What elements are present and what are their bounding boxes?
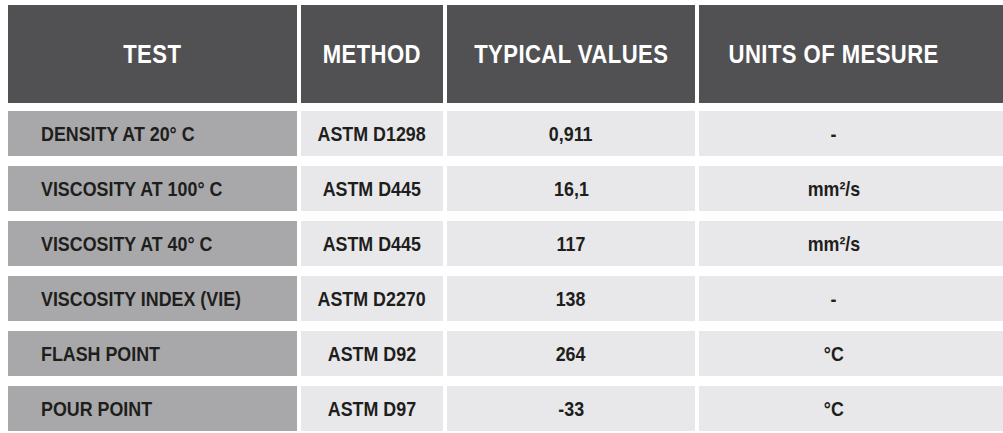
typical-value-cell: -33 bbox=[447, 386, 695, 431]
test-cell: POUR POINT bbox=[8, 386, 297, 431]
test-cell: DENSITY AT 20° C bbox=[8, 111, 297, 156]
units-value: °C bbox=[823, 342, 843, 366]
header-cell-method: METHOD bbox=[301, 5, 443, 103]
table-row: POUR POINT ASTM D97 -33 °C bbox=[8, 386, 1003, 431]
test-label: POUR POINT bbox=[41, 397, 152, 421]
units-cell: mm²/s bbox=[699, 166, 1003, 211]
method-cell: ASTM D92 bbox=[301, 331, 443, 376]
units-value: - bbox=[831, 122, 837, 146]
method-value: ASTM D92 bbox=[328, 342, 416, 366]
method-value: ASTM D1298 bbox=[318, 122, 426, 146]
header-cell-typical-values: TYPICAL VALUES bbox=[447, 5, 695, 103]
units-value: mm²/s bbox=[807, 232, 860, 256]
typical-value-cell: 16,1 bbox=[447, 166, 695, 211]
typical-value: 264 bbox=[556, 342, 586, 366]
method-value: ASTM D445 bbox=[323, 232, 421, 256]
units-value: - bbox=[831, 287, 837, 311]
typical-value-cell: 138 bbox=[447, 276, 695, 321]
method-cell: ASTM D1298 bbox=[301, 111, 443, 156]
header-cell-test: TEST bbox=[8, 5, 297, 103]
header-label-test: TEST bbox=[123, 39, 181, 70]
typical-value-cell: 0,911 bbox=[447, 111, 695, 156]
table-row: VISCOSITY AT 100° C ASTM D445 16,1 mm²/s bbox=[8, 166, 1003, 211]
header-cell-units: UNITS OF MESURE bbox=[699, 5, 1003, 103]
table-row: VISCOSITY AT 40° C ASTM D445 117 mm²/s bbox=[8, 221, 1003, 266]
test-label: DENSITY AT 20° C bbox=[41, 122, 195, 146]
test-cell: VISCOSITY AT 100° C bbox=[8, 166, 297, 211]
table-row: FLASH POINT ASTM D92 264 °C bbox=[8, 331, 1003, 376]
typical-value-cell: 117 bbox=[447, 221, 695, 266]
typical-value: 16,1 bbox=[554, 177, 589, 201]
method-value: ASTM D445 bbox=[323, 177, 421, 201]
method-value: ASTM D97 bbox=[328, 397, 416, 421]
typical-value: -33 bbox=[558, 397, 584, 421]
method-value: ASTM D2270 bbox=[318, 287, 426, 311]
method-cell: ASTM D445 bbox=[301, 166, 443, 211]
test-cell: VISCOSITY INDEX (VIE) bbox=[8, 276, 297, 321]
table-row: DENSITY AT 20° C ASTM D1298 0,911 - bbox=[8, 111, 1003, 156]
method-cell: ASTM D445 bbox=[301, 221, 443, 266]
test-label: VISCOSITY INDEX (VIE) bbox=[41, 287, 241, 311]
method-cell: ASTM D97 bbox=[301, 386, 443, 431]
units-cell: °C bbox=[699, 386, 1003, 431]
units-cell: - bbox=[699, 111, 1003, 156]
test-cell: FLASH POINT bbox=[8, 331, 297, 376]
spec-sheet-table: TEST METHOD TYPICAL VALUES UNITS OF MESU… bbox=[0, 0, 1003, 433]
units-cell: °C bbox=[699, 331, 1003, 376]
header-label-typical-values: TYPICAL VALUES bbox=[474, 39, 668, 70]
typical-value: 0,911 bbox=[549, 122, 593, 146]
units-value: mm²/s bbox=[807, 177, 860, 201]
typical-value: 117 bbox=[557, 232, 586, 256]
header-label-units: UNITS OF MESURE bbox=[728, 39, 938, 70]
test-cell: VISCOSITY AT 40° C bbox=[8, 221, 297, 266]
typical-value-cell: 264 bbox=[447, 331, 695, 376]
typical-value: 138 bbox=[556, 287, 586, 311]
test-label: VISCOSITY AT 100° C bbox=[41, 177, 222, 201]
units-cell: mm²/s bbox=[699, 221, 1003, 266]
table-row: VISCOSITY INDEX (VIE) ASTM D2270 138 - bbox=[8, 276, 1003, 321]
header-label-method: METHOD bbox=[323, 39, 421, 70]
method-cell: ASTM D2270 bbox=[301, 276, 443, 321]
table-header-row: TEST METHOD TYPICAL VALUES UNITS OF MESU… bbox=[8, 5, 1003, 103]
test-label: VISCOSITY AT 40° C bbox=[41, 232, 212, 256]
units-value: °C bbox=[823, 397, 843, 421]
units-cell: - bbox=[699, 276, 1003, 321]
test-label: FLASH POINT bbox=[41, 342, 160, 366]
